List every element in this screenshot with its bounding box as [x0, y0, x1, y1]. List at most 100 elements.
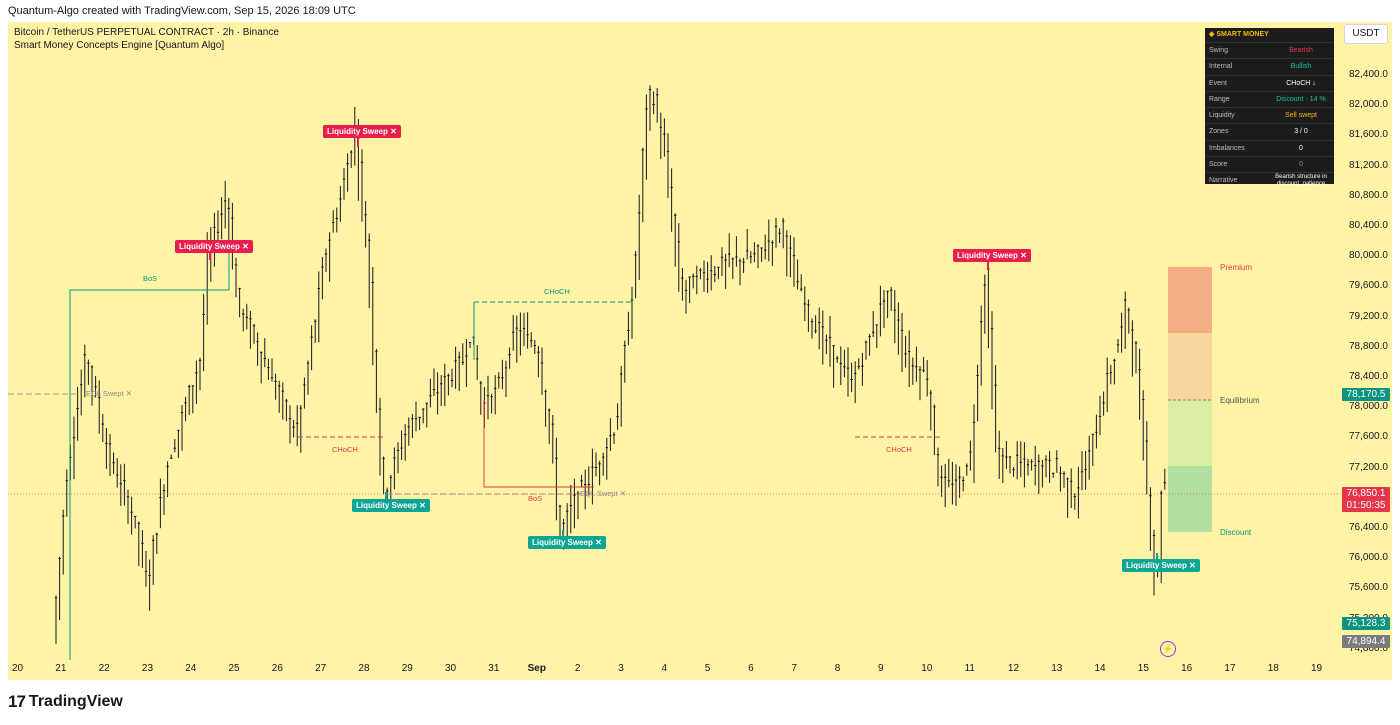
panel-row-value: Discount · 14 % — [1276, 95, 1326, 103]
price-tick: 78,400.0 — [1349, 371, 1388, 382]
bos-line-left — [69, 245, 230, 660]
panel-row-key: Score — [1209, 161, 1228, 169]
time-tick: 5 — [704, 663, 711, 674]
time-tick: 6 — [748, 663, 754, 674]
bos-label-bottom: BoS — [528, 494, 543, 503]
time-tick: 29 — [401, 663, 413, 674]
tradingview-brand[interactable]: 17 TradingView — [8, 692, 123, 712]
panel-row-value: 3 / 0 — [1294, 128, 1308, 136]
time-tick: 19 — [1311, 663, 1323, 674]
bos-line-bottom — [483, 400, 594, 488]
time-tick: 3 — [618, 663, 624, 674]
time-tick: 21 — [55, 663, 67, 674]
currency-button[interactable]: USDT — [1344, 24, 1388, 44]
axis-corner — [1338, 658, 1392, 680]
price-axis[interactable] — [1338, 22, 1392, 680]
premium-zone — [1168, 267, 1212, 333]
panel-row-value: 0 — [1299, 161, 1303, 169]
time-tick: 4 — [661, 663, 668, 674]
time-tick: 20 — [12, 663, 24, 674]
upper-mid-zone — [1168, 333, 1212, 400]
choch-label-top: CHoCH — [544, 287, 570, 296]
panel-row: Score 0 — [1205, 156, 1334, 172]
time-tick: 24 — [185, 663, 197, 674]
liquidity-sweep-tag: Liquidity Sweep ✕ — [175, 240, 253, 253]
price-tick: 81,600.0 — [1349, 129, 1388, 141]
brand-name: TradingView — [28, 693, 123, 710]
bos-label: BoS — [143, 274, 158, 283]
panel-row: Narrative Bearish structure in discount, … — [1205, 172, 1334, 188]
liquidity-sweep-tag: Liquidity Sweep ✕ — [1122, 559, 1200, 572]
choch-label-left: CHoCH — [332, 445, 358, 454]
time-tick: 12 — [1007, 663, 1020, 674]
liquidity-sweep-tag: Liquidity Sweep ✕ — [528, 536, 606, 549]
time-tick: 9 — [878, 663, 884, 674]
price-tick: 77,600.0 — [1349, 431, 1388, 443]
panel-row-key: Internal — [1209, 63, 1233, 71]
chart-pane[interactable] — [8, 22, 1338, 658]
price-tick: 78,000.0 — [1349, 401, 1388, 413]
panel-row-value: CHoCH ↓ — [1286, 79, 1316, 87]
liquidity-sweep-tag: Liquidity Sweep ✕ — [953, 249, 1031, 262]
panel-row-key: Swing — [1209, 47, 1229, 54]
time-tick: 7 — [791, 663, 797, 674]
price-tick: 79,200.0 — [1349, 310, 1388, 322]
panel-row: Internal Bullish — [1205, 58, 1334, 74]
panel-row-value: 0 — [1299, 144, 1303, 152]
panel-row-key: Event — [1209, 79, 1227, 87]
price-tick: 76,400.0 — [1349, 522, 1388, 533]
eql-swept-label: EQL Swept ✕ — [580, 489, 627, 498]
panel-row-key: Zones — [1209, 128, 1229, 136]
panel-row-key: Narrative — [1209, 177, 1238, 185]
time-axis[interactable] — [8, 658, 1338, 680]
discount-zone — [1168, 466, 1212, 532]
time-tick: Sep — [527, 663, 546, 674]
price-tick: 80,400.0 — [1349, 220, 1388, 231]
alert-bolt-icon[interactable]: ⚡ — [1160, 641, 1176, 657]
liquidity-sweep-tag: Liquidity Sweep ✕ — [323, 125, 401, 138]
time-tick: 30 — [445, 663, 457, 674]
price-tick: 79,600.0 — [1349, 280, 1388, 292]
panel-row: Range Discount · 14 % — [1205, 90, 1334, 107]
time-tick: 14 — [1094, 663, 1106, 674]
price-label: 75,128.3 — [1342, 617, 1390, 630]
time-tick: 28 — [358, 663, 370, 674]
symbol-title[interactable]: Bitcoin / TetherUS PERPETUAL CONTRACT · … — [14, 27, 279, 38]
time-tick: 8 — [834, 663, 841, 674]
time-tick: 13 — [1051, 663, 1063, 674]
time-tick: 31 — [488, 663, 500, 674]
price-tick: 82,000.0 — [1349, 99, 1388, 111]
price-label: 01:50:35 — [1342, 499, 1390, 512]
panel-row-key: Range — [1209, 95, 1230, 103]
time-tick: 18 — [1267, 663, 1279, 674]
price-label: 78,170.5 — [1342, 388, 1390, 401]
panel-row: Event CHoCH ↓ — [1205, 74, 1334, 91]
panel-row-key: Imbalances — [1209, 144, 1245, 152]
price-tick: 82,400.0 — [1349, 69, 1388, 80]
time-tick: 17 — [1224, 663, 1236, 674]
time-tick: 16 — [1181, 663, 1193, 674]
liquidity-sweep-tag: Liquidity Sweep ✕ — [352, 499, 430, 512]
panel-row-key: Liquidity — [1209, 112, 1235, 120]
premium-label: Premium — [1220, 263, 1253, 272]
panel-row: Liquidity Sell swept — [1205, 107, 1334, 123]
chart-legend: Bitcoin / TetherUS PERPETUAL CONTRACT · … — [14, 26, 279, 52]
panel-row-value: Sell swept — [1285, 112, 1317, 120]
price-tick: 80,800.0 — [1349, 189, 1388, 201]
equilibrium-label: Equilibrium — [1220, 396, 1260, 405]
indicator-title[interactable]: Smart Money Concepts Engine [Quantum Alg… — [14, 40, 225, 51]
panel-title: ◆ SMART MONEY — [1209, 31, 1269, 38]
price-label: 76,850.1 — [1342, 487, 1390, 500]
discount-label: Discount — [1220, 528, 1252, 537]
lower-mid-zone — [1168, 400, 1212, 466]
price-tick: 78,800.0 — [1349, 340, 1388, 352]
panel-row-value: Bearish structure in discount, patience — [1275, 174, 1327, 188]
price-tick: 81,200.0 — [1349, 159, 1388, 171]
tradingview-logo-icon: 17 — [8, 692, 26, 711]
price-tick: 76,000.0 — [1349, 552, 1388, 564]
time-tick: 23 — [141, 663, 154, 674]
time-tick: 26 — [271, 663, 283, 674]
time-tick: 10 — [921, 663, 933, 674]
time-tick: 2 — [574, 663, 581, 674]
